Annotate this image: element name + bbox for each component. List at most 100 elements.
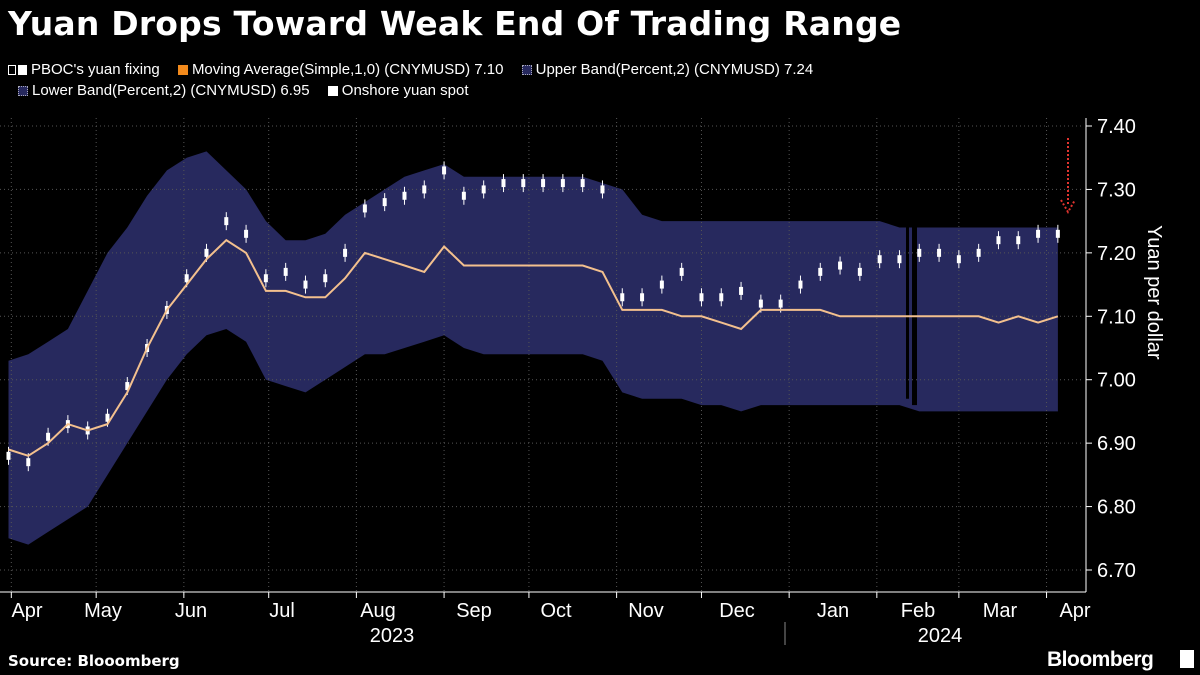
fixing-point [1055,229,1060,238]
fixing-point [303,280,308,289]
fixing-point [560,179,565,188]
fixing-point [798,280,803,289]
fixing-point [362,204,367,213]
legend-item-moving-average: Moving Average(Simple,1,0) (CNYMUSD) 7.1… [177,60,504,78]
moving-average-line [8,238,1059,457]
fixing-point [758,299,763,308]
y-tick-label: 7.00 [1097,370,1136,392]
fixing-point [343,248,348,257]
fixing-point [442,166,447,175]
fixing-point [719,293,724,302]
down-arrow-head [1060,199,1076,214]
x-tick-label: Jan [817,600,849,622]
fixing-point [1036,229,1041,238]
legend-row-2: Lower Band(Percent,2) (CNYMUSD) 6.95 Ons… [8,81,483,99]
legend-item-lower-band: Lower Band(Percent,2) (CNYMUSD) 6.95 [18,82,310,99]
fixing-point [541,179,546,188]
fixing-point [283,267,288,276]
fixing-point [659,280,664,289]
fixing-point [244,229,249,238]
fixing-point [461,191,466,200]
fixing-point [1016,236,1021,245]
x-tick-label: Oct [540,600,572,622]
y-tick-label: 7.10 [1097,306,1136,328]
x-tick-label: Mar [983,600,1018,622]
candle-icon [8,64,16,75]
fixing-point [956,255,961,264]
fixing-point [580,179,585,188]
fixing-point [184,274,189,283]
x-tick-label: Nov [628,600,664,622]
fixing-point [778,299,783,308]
legend-item-fixing: PBOC's yuan fixing [8,61,160,78]
x-tick-label: Jun [175,600,207,622]
white-square-icon [327,85,338,96]
y-tick-label: 6.90 [1097,433,1136,455]
fixing-point [204,248,209,257]
fixing-point [422,185,427,194]
legend-row-1: PBOC's yuan fixing Moving Average(Simple… [8,60,827,78]
fixing-point [125,382,130,391]
fixing-point [224,217,229,226]
x-tick-label: Feb [901,600,935,622]
y-tick-label: 7.30 [1097,179,1136,201]
x-tick-label: Jul [269,600,295,622]
bollinger-band-area [8,151,1058,545]
x-tick-label: Aug [360,600,396,622]
fixing-point [402,191,407,200]
fixing-point [501,179,506,188]
y-tick-label: 7.20 [1097,243,1136,265]
fixing-point [382,198,387,207]
legend-label: Lower Band(Percent,2) (CNYMUSD) 6.95 [32,81,310,99]
x-tick-label: Apr [1059,600,1090,622]
year-label: 2024 [918,625,963,647]
fixing-point [976,248,981,257]
fixing-point [937,248,942,257]
bloomberg-logo: Bloomberg [1047,648,1154,671]
y-axis-title: Yuan per dollar [1143,225,1165,360]
legend-label: Upper Band(Percent,2) (CNYMUSD) 7.24 [535,60,814,78]
fixing-point [105,413,110,422]
x-tick-label: Dec [719,600,755,622]
fixing-point [679,267,684,276]
fixing-point [739,286,744,295]
fixing-point [857,267,862,276]
band-gap [912,221,917,406]
legend-label: PBOC's yuan fixing [31,60,160,78]
fixing-point [46,432,51,441]
year-label: 2023 [370,625,415,647]
orange-square-icon [177,64,188,75]
fixing-point [877,255,882,264]
band-gap [906,221,909,399]
x-tick-label: Sep [456,600,492,622]
fixing-point [897,255,902,264]
fixing-point [26,458,31,467]
dotted-square-icon [18,85,28,96]
fixing-point [521,179,526,188]
fixing-point [699,293,704,302]
x-tick-label: May [84,600,122,622]
source-note: Source: Blooomberg [8,652,180,670]
fixing-point [323,274,328,283]
fixing-point [996,236,1001,245]
fixing-point [263,274,268,283]
bloomberg-mark-icon [1180,650,1194,668]
fixing-point [917,248,922,257]
y-tick-label: 6.80 [1097,497,1136,519]
legend-item-upper-band: Upper Band(Percent,2) (CNYMUSD) 7.24 [521,60,814,78]
fixing-point [818,267,823,276]
x-tick-label: Apr [11,600,42,622]
chart-title: Yuan Drops Toward Weak End Of Trading Ra… [8,4,902,43]
dotted-square-icon [521,64,532,75]
y-tick-label: 7.40 [1097,116,1136,138]
fixing-point [600,185,605,194]
y-tick-label: 6.70 [1097,560,1136,582]
fixing-point [6,451,11,460]
legend-item-spot: Onshore yuan spot [327,82,469,99]
fixing-point [838,261,843,270]
fixing-point [640,293,645,302]
fixing-point [620,293,625,302]
fixing-point [481,185,486,194]
legend-label: Moving Average(Simple,1,0) (CNYMUSD) 7.1… [191,60,504,78]
